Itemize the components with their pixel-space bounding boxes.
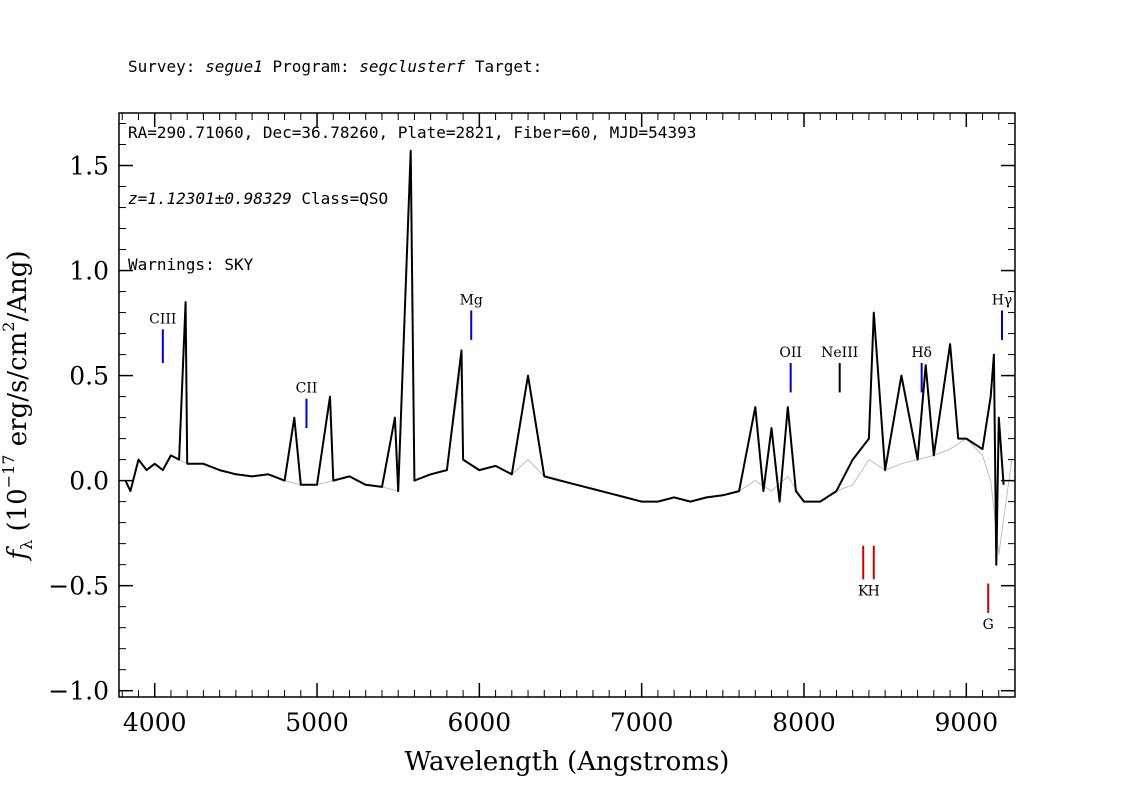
x-tick-label: 9000 (934, 708, 998, 737)
spectral-line-label: CII (296, 381, 318, 397)
class-text: Class=QSO (301, 189, 389, 208)
header-line-redshift: z=1.12301±0.98329 Class=QSO (128, 188, 696, 210)
y-tick-label: 1.5 (69, 152, 109, 181)
target-label: Target: (474, 57, 543, 76)
spectrum-header: Survey: segue1 Program: segclusterf Targ… (128, 12, 696, 298)
spectral-line-label: OII (779, 345, 802, 361)
x-tick-label: 6000 (448, 708, 512, 737)
x-tick-label: 5000 (285, 708, 349, 737)
y-axis-title-unit-a: (10 (3, 488, 33, 540)
y-axis-title-unit-c: /Ang) (3, 250, 33, 321)
y-axis-title-unit-b: erg/s/cm (3, 332, 33, 455)
y-axis-title-exp: −17 (0, 455, 18, 489)
spectral-line-label: CIII (149, 311, 176, 327)
survey-value: segue1 (205, 57, 263, 76)
survey-label: Survey: (128, 57, 196, 76)
ticks-layer: 4000 5000 6000 7000 8000 9000 1.5 1.0 0.5 0.0 −0.5… (48, 113, 1016, 737)
program-value: segclusterf (359, 57, 466, 76)
y-axis-title-sq: 2 (0, 322, 18, 332)
spectral-line-label: Hδ (911, 345, 932, 361)
spectral-line-label: Mg (460, 292, 483, 308)
y-tick-label: 1.0 (69, 257, 109, 286)
header-line-coords: RA=290.71060, Dec=36.78260, Plate=2821, … (128, 123, 697, 142)
y-tick-label: 0.0 (69, 467, 109, 496)
x-tick-label: 4000 (123, 708, 187, 737)
flux-series-line (124, 149, 1005, 566)
spectral-line-label: K (858, 583, 869, 599)
spectral-line-label: Hγ (992, 292, 1013, 308)
spectral-line-label: G (983, 617, 994, 633)
redshift-value: z=1.12301±0.98329 (128, 189, 292, 208)
header-line-survey: Survey: segue1 Program: segclusterf Targ… (128, 56, 696, 78)
series-layer (124, 149, 1013, 566)
plot-frame (118, 112, 1016, 698)
program-label: Program: (272, 57, 350, 76)
y-axis-title-lambda: λ (17, 540, 36, 550)
x-axis-title: Wavelength (Angstroms) (405, 747, 730, 777)
y-axis-title: fλ (10−17 erg/s/cm2/Ang) (0, 250, 36, 561)
x-tick-label: 8000 (772, 708, 836, 737)
x-tick-label: 7000 (610, 708, 674, 737)
error-series-line (125, 154, 1013, 555)
spectral-lines-layer: CIII CII Mg OII NeIII Hδ Hγ K H G (149, 292, 1012, 633)
y-tick-label: 0.5 (69, 362, 109, 391)
spectral-line-label: NeIII (821, 345, 858, 361)
header-line-warnings: Warnings: SKY (128, 255, 254, 274)
y-tick-label: −1.0 (48, 677, 109, 706)
spectral-line-label: H (868, 583, 880, 599)
y-tick-label: −0.5 (48, 572, 109, 601)
